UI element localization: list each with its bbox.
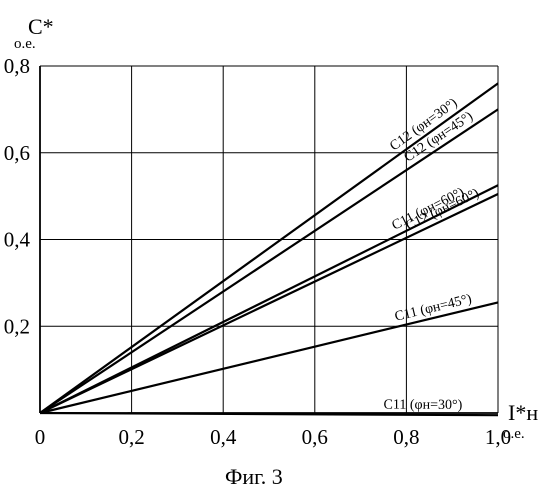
x-tick-label: 0,8: [393, 425, 419, 449]
y-tick-label: 0,2: [4, 314, 30, 338]
x-tick-label: 0: [35, 425, 46, 449]
series-lines: [40, 83, 498, 415]
series-labels: C12 (φн=30°)C12 (φн=45°)C11 (φн=60°)C12 …: [384, 96, 482, 413]
series-line-0: [40, 83, 498, 413]
x-tick-label: 0,4: [210, 425, 237, 449]
x-tick-label: 0,2: [118, 425, 144, 449]
series-label-4: C11 (φн=45°): [393, 292, 473, 325]
series-label-5: C11 (φн=30°): [384, 398, 463, 413]
series-line-4: [40, 302, 498, 413]
x-axis-unit: о.е.: [503, 426, 525, 442]
x-axis-title: I*н: [508, 400, 538, 425]
y-axis-unit: о.е.: [14, 36, 36, 52]
series-line-1: [40, 109, 498, 413]
figure-caption: Фиг. 3: [225, 464, 283, 489]
y-tick-label: 0,8: [4, 54, 30, 78]
y-tick-label: 0,4: [4, 228, 31, 252]
y-tick-label: 0,6: [4, 141, 30, 165]
x-tick-label: 0,6: [302, 425, 328, 449]
